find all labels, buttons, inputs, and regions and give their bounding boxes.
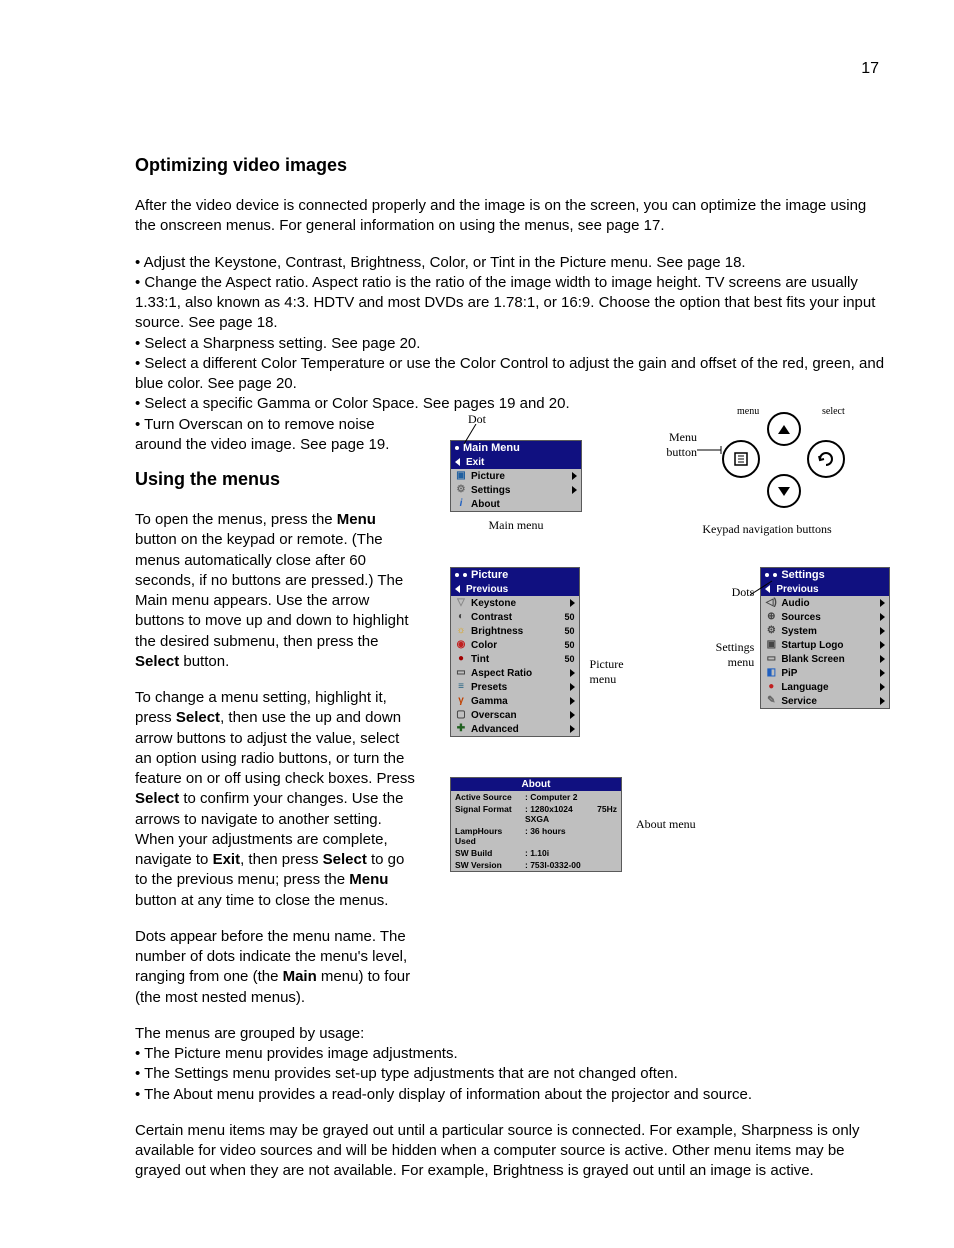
osd-item: ▭Blank Screen (761, 652, 889, 666)
osd-prev: Previous (761, 582, 889, 596)
osd-item: ◐Contrast50 (451, 610, 579, 624)
about-row: SW Version: 753l-0332-00 (451, 859, 621, 871)
osd-caption: Main menu (450, 518, 582, 533)
para-dots: Dots appear before the menu name. The nu… (135, 927, 415, 1008)
para-change-setting: To change a menu setting, highlight it, … (135, 688, 415, 911)
osd-exit: Exit (451, 455, 581, 469)
osd-item: ◁)Audio (761, 596, 889, 610)
kpad-menu-button (722, 440, 760, 478)
kpad-up-button (767, 412, 801, 446)
para-grouped: The menus are grouped by usage: (135, 1024, 889, 1044)
osd-picture: Picture Previous ▽Keystone◐Contrast50☼Br… (450, 567, 580, 737)
osd-item: ⚙Settings (451, 483, 581, 497)
kpad-menu-text: menu (737, 406, 759, 417)
osd-item: ▭Aspect Ratio (451, 666, 579, 680)
bullet: • Change the Aspect ratio. Aspect ratio … (135, 273, 889, 334)
page-number: 17 (861, 60, 879, 78)
figure-settings-menu: Dots Settings menu Settings Previous ◁)A… (690, 567, 890, 709)
dots-pointer (750, 577, 778, 601)
osd-item: γGamma (451, 694, 579, 708)
figure-main-menu: Dot Main Menu Exit ▣Picture ⚙Settings iA… (450, 420, 582, 533)
dot-pointer (462, 424, 492, 449)
bullet: • Adjust the Keystone, Contrast, Brightn… (135, 253, 889, 273)
manual-page: 17 Optimizing video images After the vid… (0, 0, 954, 1248)
osd-item: ◧PiP (761, 666, 889, 680)
kpad-select-button (807, 440, 845, 478)
about-row: Active Source: Computer 2 (451, 791, 621, 803)
about-row: LampHours Used: 36 hours (451, 825, 621, 847)
osd-item: ●Language (761, 680, 889, 694)
osd-prev: Previous (451, 582, 579, 596)
bullet: • The Picture menu provides image adjust… (135, 1044, 889, 1064)
osd-item: iAbout (451, 497, 581, 511)
figure-keypad: Menu button menu select Keypad navigatio… (682, 420, 852, 537)
osd-item: ≡Presets (451, 680, 579, 694)
bullet: • Select a different Color Temperature o… (135, 354, 889, 395)
bullet: • The About menu provides a read-only di… (135, 1085, 889, 1105)
osd-item: ⚙System (761, 624, 889, 638)
bullet: • Select a specific Gamma or Color Space… (135, 394, 889, 414)
dots-label: Dots (690, 585, 755, 600)
osd-item: ▣Picture (451, 469, 581, 483)
intro-paragraph: After the video device is connected prop… (135, 196, 889, 237)
para-open-menus: To open the menus, press the Menu button… (135, 510, 415, 672)
osd-caption: Picture menu (590, 657, 650, 687)
figure-about: About Active Source: Computer 2Signal Fo… (450, 777, 890, 872)
osd-item: ⊕Sources (761, 610, 889, 624)
bullet: • The Settings menu provides set-up type… (135, 1064, 889, 1084)
kpad-select-text: select (822, 406, 845, 417)
osd-item: ☼Brightness50 (451, 624, 579, 638)
osd-item: ✚Advanced (451, 722, 579, 736)
osd-item: ▢Overscan (451, 708, 579, 722)
kpad-down-button (767, 474, 801, 508)
osd-item: ●Tint50 (451, 652, 579, 666)
about-row: Signal Format: 1280x1024 SXGA75Hz (451, 803, 621, 825)
osd-settings: Settings Previous ◁)Audio⊕Sources⚙System… (760, 567, 890, 709)
para-grayed: Certain menu items may be grayed out unt… (135, 1121, 889, 1182)
about-row: SW Build: 1.10i (451, 847, 621, 859)
osd-item: ▣Startup Logo (761, 638, 889, 652)
osd-main-menu: Main Menu Exit ▣Picture ⚙Settings iAbout (450, 440, 582, 512)
osd-caption: Settings menu (690, 640, 755, 670)
osd-caption: About menu (636, 817, 696, 832)
osd-item: ▽Keystone (451, 596, 579, 610)
osd-about: About Active Source: Computer 2Signal Fo… (450, 777, 622, 872)
heading-optimizing: Optimizing video images (135, 155, 889, 176)
kpad-caption: Keypad navigation buttons (682, 522, 852, 537)
bullet: • Select a Sharpness setting. See page 2… (135, 334, 889, 354)
figure-picture-menu: Picture Previous ▽Keystone◐Contrast50☼Br… (450, 567, 650, 737)
osd-item: ◉Color50 (451, 638, 579, 652)
osd-item: ✎Service (761, 694, 889, 708)
figures: Dot Main Menu Exit ▣Picture ⚙Settings iA… (450, 420, 890, 872)
